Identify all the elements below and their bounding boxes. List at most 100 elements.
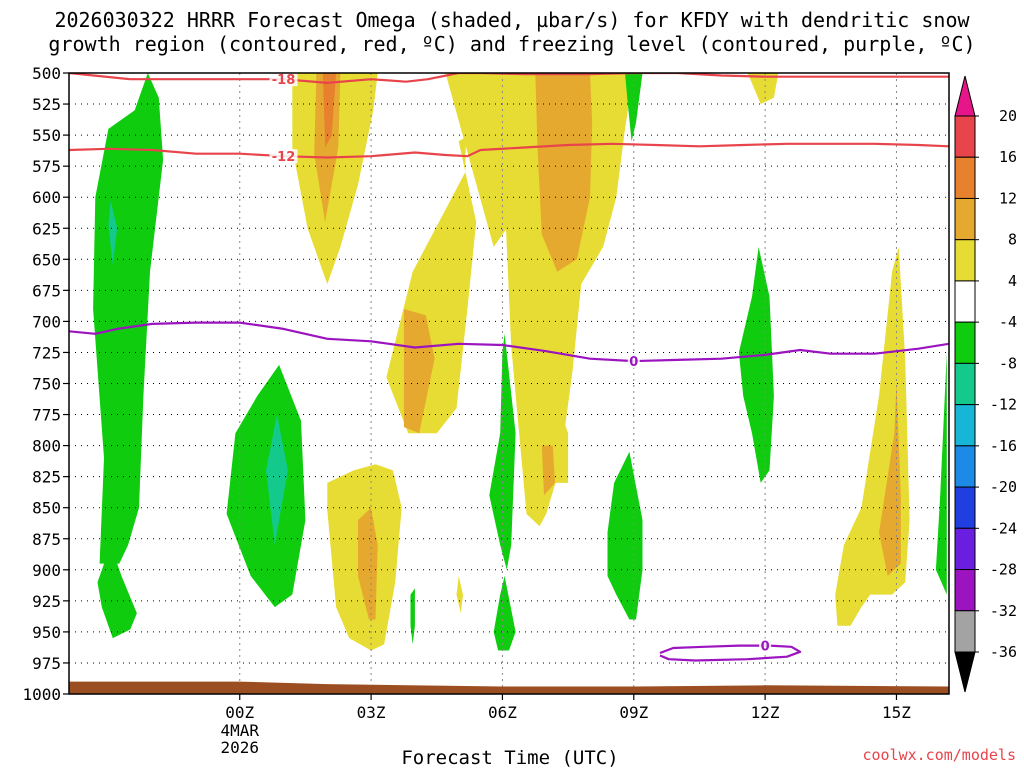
omega-region-red-orange-core-upper-left (322, 73, 337, 148)
x-tick-label: 03Z (357, 703, 386, 722)
y-tick-label: 700 (32, 312, 61, 331)
y-tick-label: 725 (32, 343, 61, 362)
y-tick-label: 650 (32, 250, 61, 269)
colorbar-label: -16 (990, 437, 1017, 455)
colorbar-label: 20 (999, 107, 1017, 125)
contour-dgz-minus18 (69, 73, 949, 84)
omega-region-cyan-core-left-mid (266, 414, 288, 545)
colorbar-label: -8 (999, 354, 1017, 372)
ground-surface (69, 681, 949, 694)
omega-region-green-06z-bottom (493, 576, 516, 651)
omega-region-green-right-edge (935, 352, 947, 595)
contours: -18 -12 0 0 (69, 73, 949, 662)
colorbar-label: -12 (990, 396, 1017, 414)
credit-link[interactable]: coolwx.com/models (862, 746, 1016, 764)
colorbar-bin (954, 321, 976, 364)
x-axis-title: Forecast Time (UTC) (401, 747, 618, 768)
y-axis: 500 525 550 575 600 625 650 675 700 725 750 775 800 8… (22, 64, 69, 704)
x-tick-label: 12Z (751, 703, 780, 722)
contour-dgz-minus12 (69, 142, 949, 159)
y-tick-label: 600 (32, 188, 61, 207)
y-tick-label: 925 (32, 592, 61, 611)
grid (69, 73, 949, 694)
contour-freezing-level-0 (69, 321, 949, 363)
omega-region-green-small-04z (410, 588, 415, 645)
omega-region-orange-upper-left (314, 73, 341, 222)
y-tick-label: 825 (32, 468, 61, 487)
omega-region-orange-lower-center (541, 445, 555, 496)
y-tick-label: 875 (32, 530, 61, 549)
colorbar-bin (954, 445, 976, 488)
omega-region-orange-center-column (535, 73, 593, 272)
omega-region-green-cyan-core-left (108, 200, 118, 266)
colorbar-label: -4 (999, 313, 1017, 331)
colorbar-label: -24 (990, 519, 1017, 537)
x-tick-sublabel: 4MAR (220, 721, 259, 740)
colorbar-label: -32 (990, 602, 1017, 620)
ground (69, 681, 949, 694)
colorbar-bin (954, 486, 976, 529)
omega-region-orange-15z-column (879, 383, 901, 576)
y-tick-label: 850 (32, 499, 61, 518)
colorbar-bin (954, 280, 976, 323)
contour-label-bg (759, 638, 772, 653)
contour-label-freezing-level-0: 0 (629, 355, 638, 370)
contour-label-bg (269, 73, 298, 87)
y-tick-label: 750 (32, 375, 61, 394)
omega-region-yellow-small-blob-2 (747, 73, 779, 104)
y-tick-label: 525 (32, 95, 61, 114)
contour-label-freezing-level-0-lower: 0 (761, 640, 770, 655)
colorbar-bin (954, 197, 976, 241)
contour-label-dgz-minus12: -12 (272, 150, 296, 165)
y-tick-label: 575 (32, 157, 61, 176)
omega-shading (93, 73, 947, 651)
colorbar-label: -28 (990, 561, 1017, 579)
omega-region-yellow-small-blob (456, 576, 463, 614)
omega-region-orange-mid-main (403, 309, 435, 434)
colorbar-label: -20 (990, 478, 1017, 496)
colorbar-bin (954, 115, 976, 158)
colorbar-bin (954, 156, 976, 199)
y-tick-label: 775 (32, 406, 61, 425)
y-tick-label: 975 (32, 654, 61, 673)
y-tick-label: 900 (32, 561, 61, 580)
x-tick-label: 00Z (225, 703, 254, 722)
colorbar-bin (954, 527, 976, 571)
y-tick-label: 625 (32, 219, 61, 238)
y-tick-label: 950 (32, 623, 61, 642)
colorbar-top-cap (954, 75, 976, 117)
omega-region-green-12z-column (738, 246, 774, 483)
colorbar-label: 8 (1008, 231, 1017, 249)
colorbar-label: 4 (1008, 272, 1017, 290)
omega-region-green-09z-top (625, 73, 643, 142)
colorbar-bin (954, 362, 976, 406)
y-tick-label: 500 (32, 64, 61, 83)
y-tick-label: 1000 (22, 685, 61, 704)
colorbar-label: 12 (999, 189, 1017, 207)
contour-label-bg (627, 354, 640, 369)
omega-region-green-band-left (93, 73, 164, 564)
omega-region-yellow-upper-left (292, 73, 378, 285)
colorbar: 20 16 12 8 4 -4 -8 -12 -16 -20 -24 -28 -32 -36 (954, 75, 1017, 693)
colorbar-bin (954, 239, 976, 282)
colorbar-bottom-cap (954, 651, 976, 693)
omega-region-yellow-lower-center (526, 377, 569, 483)
y-tick-label: 550 (32, 126, 61, 145)
x-tick-label: 15Z (882, 703, 911, 722)
colorbar-label: 16 (999, 148, 1017, 166)
colorbar-bin (954, 569, 976, 612)
x-tick-label: 09Z (619, 703, 648, 722)
colorbar-label: -36 (990, 643, 1017, 661)
x-tick-label: 06Z (488, 703, 517, 722)
contour-label-bg (269, 149, 298, 164)
chart-title-line-1: 2026030322 HRRR Forecast Omega (shaded, … (54, 8, 970, 32)
y-tick-label: 800 (32, 437, 61, 456)
colorbar-bin (954, 610, 976, 653)
contour-label-dgz-minus18: -18 (272, 73, 296, 88)
colorbar-bin (954, 404, 976, 447)
y-tick-label: 675 (32, 281, 61, 300)
chart-title-line-2: growth region (contoured, red, ºC) and f… (48, 32, 975, 56)
contour-freezing-level-0-lower (659, 644, 802, 662)
